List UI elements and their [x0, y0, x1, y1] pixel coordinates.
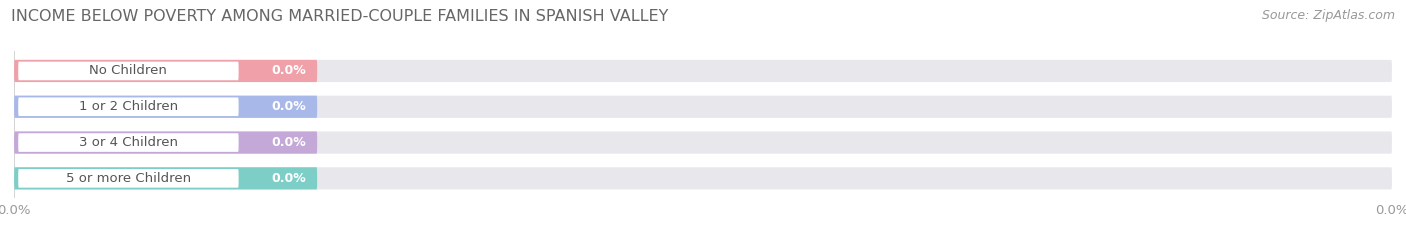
FancyBboxPatch shape — [14, 60, 1392, 82]
Text: Source: ZipAtlas.com: Source: ZipAtlas.com — [1261, 9, 1395, 22]
FancyBboxPatch shape — [14, 167, 318, 189]
FancyBboxPatch shape — [14, 96, 1392, 118]
FancyBboxPatch shape — [18, 169, 239, 188]
FancyBboxPatch shape — [14, 167, 1392, 189]
Text: 0.0%: 0.0% — [271, 136, 307, 149]
FancyBboxPatch shape — [14, 96, 318, 118]
Text: 1 or 2 Children: 1 or 2 Children — [79, 100, 179, 113]
FancyBboxPatch shape — [18, 62, 239, 80]
Text: 0.0%: 0.0% — [271, 100, 307, 113]
Text: 3 or 4 Children: 3 or 4 Children — [79, 136, 179, 149]
Text: 0.0%: 0.0% — [271, 172, 307, 185]
FancyBboxPatch shape — [18, 133, 239, 152]
Text: 0.0%: 0.0% — [271, 65, 307, 77]
FancyBboxPatch shape — [14, 60, 318, 82]
FancyBboxPatch shape — [18, 97, 239, 116]
FancyBboxPatch shape — [14, 131, 1392, 154]
Text: No Children: No Children — [90, 65, 167, 77]
FancyBboxPatch shape — [14, 131, 318, 154]
Text: INCOME BELOW POVERTY AMONG MARRIED-COUPLE FAMILIES IN SPANISH VALLEY: INCOME BELOW POVERTY AMONG MARRIED-COUPL… — [11, 9, 669, 24]
Text: 5 or more Children: 5 or more Children — [66, 172, 191, 185]
